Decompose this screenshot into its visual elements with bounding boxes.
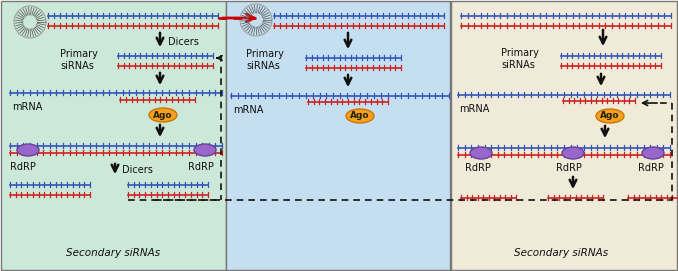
Text: Ago: Ago <box>600 111 620 121</box>
Ellipse shape <box>642 147 664 159</box>
Text: Dicers: Dicers <box>168 37 199 47</box>
Ellipse shape <box>194 144 216 156</box>
Text: mRNA: mRNA <box>459 104 490 114</box>
Ellipse shape <box>149 108 177 122</box>
Text: Secondary siRNAs: Secondary siRNAs <box>514 248 608 258</box>
Text: Primary
siRNAs: Primary siRNAs <box>60 49 98 71</box>
Text: mRNA: mRNA <box>233 105 263 115</box>
Ellipse shape <box>346 109 374 123</box>
Ellipse shape <box>596 109 624 123</box>
Ellipse shape <box>17 144 39 156</box>
Ellipse shape <box>562 147 584 159</box>
Text: Primary
siRNAs: Primary siRNAs <box>246 49 284 71</box>
Text: RdRP: RdRP <box>638 163 664 173</box>
Text: Ago: Ago <box>153 111 173 120</box>
Text: Secondary siRNAs: Secondary siRNAs <box>66 248 160 258</box>
Text: Primary
siRNAs: Primary siRNAs <box>501 48 539 70</box>
Text: RdRP: RdRP <box>188 162 214 172</box>
Bar <box>226 1 450 270</box>
Text: RdRP: RdRP <box>10 162 36 172</box>
Text: Ago: Ago <box>351 111 370 121</box>
Text: Dicers: Dicers <box>122 165 153 175</box>
Bar <box>451 1 677 270</box>
Text: mRNA: mRNA <box>12 102 42 112</box>
Ellipse shape <box>470 147 492 159</box>
Bar <box>1 1 226 270</box>
Text: RdRP: RdRP <box>556 163 582 173</box>
Text: RdRP: RdRP <box>465 163 491 173</box>
